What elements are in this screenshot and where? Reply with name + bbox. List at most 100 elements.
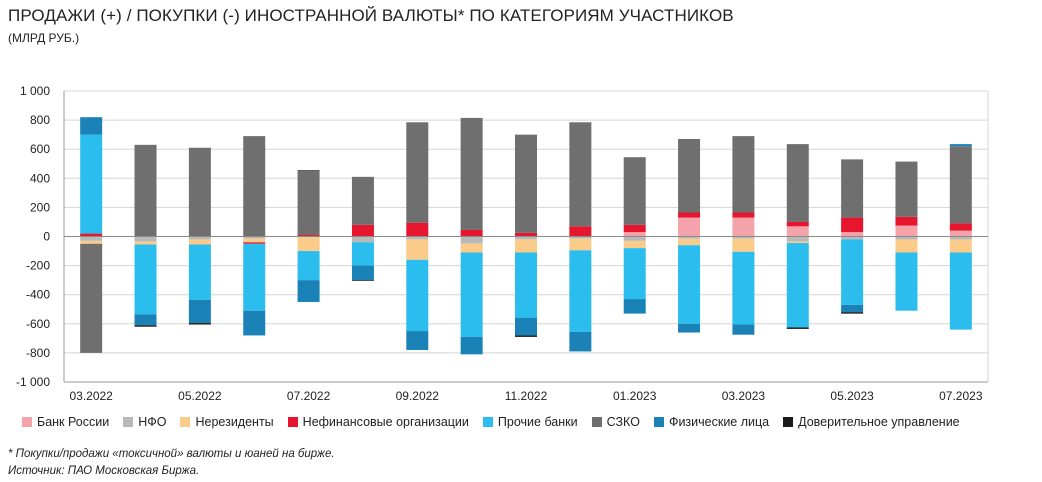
bar-segment <box>243 236 266 239</box>
bar-segment <box>678 323 701 333</box>
bar-segment <box>623 157 646 225</box>
bar-segment <box>895 225 918 237</box>
bar-segment <box>134 236 157 242</box>
bar-segment <box>895 252 918 311</box>
bar-segment <box>80 243 103 353</box>
stacked-bar-chart: 1 000 800 600 400 200 0 -200 -400 -600 -800 -1 000… <box>16 84 989 403</box>
legend-item: НФО <box>123 415 166 429</box>
bar-segment <box>406 259 429 332</box>
bar-segment <box>678 238 701 246</box>
bar-segment <box>732 212 755 218</box>
bar-segment <box>515 317 537 336</box>
y-tick-label: 400 <box>30 171 50 185</box>
bar-segment <box>786 144 809 222</box>
bar-segment <box>134 144 157 237</box>
bar-segment <box>732 251 755 325</box>
legend-label: Нефинансовые организации <box>302 415 469 429</box>
legend-swatch <box>591 417 602 427</box>
x-tick-label: 03.2023 <box>722 389 766 403</box>
bar-segment <box>80 134 103 234</box>
bar-segment <box>243 310 266 336</box>
bar-segment <box>188 236 211 240</box>
bar-segment <box>351 242 374 266</box>
bar-segment <box>895 216 918 226</box>
bar-segment <box>460 236 483 244</box>
y-tick-label: -200 <box>26 259 50 273</box>
bar-segment <box>188 244 211 300</box>
legend-item: Нефинансовые организации <box>287 415 469 429</box>
legend-swatch <box>482 417 493 427</box>
bar-segment <box>569 250 592 332</box>
bar-segment <box>732 238 755 252</box>
bar-segment <box>678 236 701 239</box>
legend-item: Доверительное управление <box>783 415 960 429</box>
bar-segment <box>569 226 592 237</box>
bar-segment <box>623 232 646 237</box>
legend-swatch <box>180 417 191 427</box>
legend-item: СЗКО <box>591 415 640 429</box>
bar-segment <box>188 239 211 245</box>
y-tick-label: -600 <box>26 317 50 331</box>
bar-segment <box>949 252 972 330</box>
bar-segment <box>460 252 483 337</box>
bar-segment <box>949 230 972 237</box>
bar-segment <box>732 136 755 213</box>
y-tick-label: 1 000 <box>20 84 50 98</box>
x-tick-label: 11.2022 <box>505 389 548 403</box>
legend-item: Банк России <box>22 415 109 429</box>
legend-item: Нерезиденты <box>180 415 274 429</box>
bar-segment <box>515 335 537 337</box>
bar-segment <box>623 224 646 233</box>
bar-segment <box>895 161 918 217</box>
bar-segment <box>80 236 103 241</box>
legend-item: Физические лица <box>653 415 769 429</box>
bar-segment <box>678 212 701 218</box>
legend-label: Банк России <box>37 415 110 429</box>
y-tick-label: -800 <box>26 346 50 360</box>
bar-segment <box>732 236 755 239</box>
x-tick-label: 05.2023 <box>830 389 874 403</box>
bar-segment <box>406 239 429 260</box>
legend-swatch <box>653 417 664 427</box>
chart-subtitle: (МЛРД РУБ.) <box>8 31 80 45</box>
bar-segment <box>297 171 320 236</box>
bar-segment <box>949 239 972 253</box>
bar-segment <box>406 236 429 240</box>
bar-segment <box>786 241 809 244</box>
bar-segment <box>460 117 483 230</box>
bar-segment <box>841 217 864 233</box>
bar-segment <box>243 136 266 237</box>
legend-label: Доверительное управление <box>798 415 960 429</box>
legend-item: Прочие банки <box>482 415 578 429</box>
bar-segment <box>351 280 374 281</box>
bar-segment <box>841 239 864 305</box>
bar-segment <box>895 236 918 240</box>
bar-segment <box>351 236 374 243</box>
bar-segment <box>949 236 972 240</box>
bar-segment <box>569 236 592 239</box>
bar-segment <box>515 252 537 318</box>
legend-swatch <box>123 417 134 427</box>
bar-segment <box>406 222 429 237</box>
y-tick-label: 200 <box>30 200 50 214</box>
footnote-source: Источник: ПАО Московская Биржа. <box>8 465 200 477</box>
bar-segment <box>297 236 320 252</box>
y-tick-label: -400 <box>26 288 50 302</box>
bar-segment <box>243 238 266 243</box>
legend-label: Нерезиденты <box>195 415 274 429</box>
x-tick-label: 07.2022 <box>287 389 331 403</box>
x-tick-label: 01.2023 <box>613 389 657 403</box>
bar-segment <box>623 236 646 241</box>
bar-segment <box>297 235 320 237</box>
bar-segment <box>786 327 809 329</box>
y-tick-label: 0 <box>43 230 50 244</box>
footnote-toxic-currency: * Покупки/продажи «токсичной» валюты и ю… <box>8 448 335 460</box>
bar-segment <box>243 243 266 311</box>
bar-segment <box>786 226 809 237</box>
bar-segment <box>786 236 809 242</box>
bar-segment <box>460 229 483 237</box>
bar-segment <box>569 238 592 251</box>
chart-title: ПРОДАЖИ (+) / ПОКУПКИ (-) ИНОСТРАННОЙ ВА… <box>8 6 734 25</box>
bar-segment <box>188 323 211 325</box>
bar-segment <box>732 217 755 237</box>
